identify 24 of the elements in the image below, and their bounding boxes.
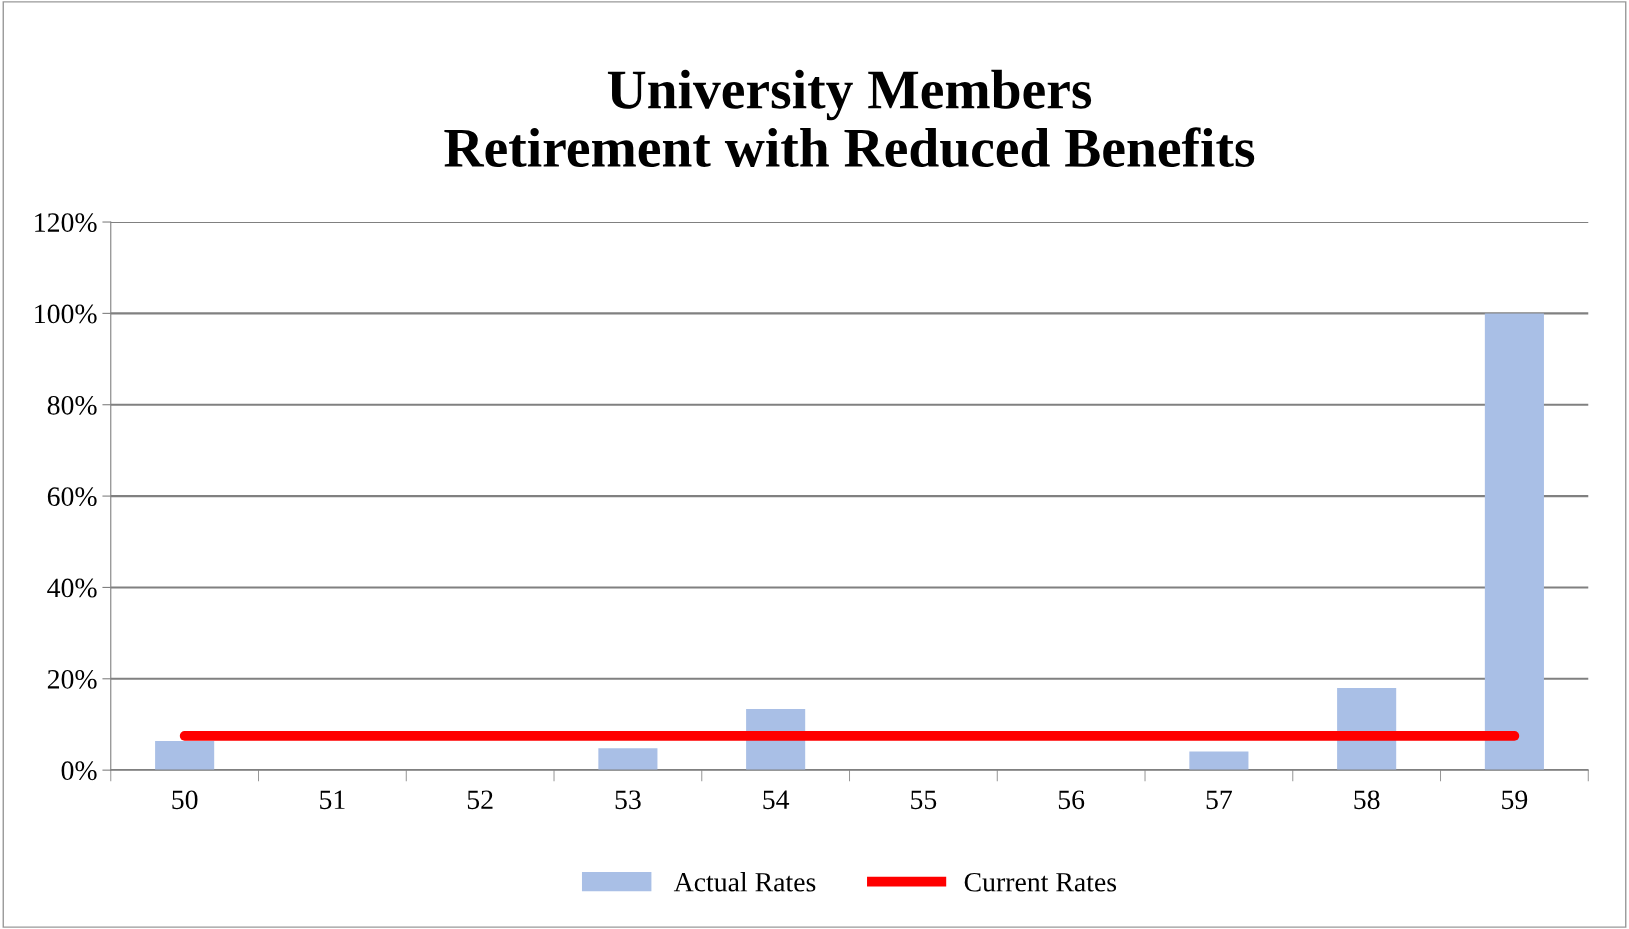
bar (155, 740, 215, 771)
x-tick-label: 56 (1058, 790, 1085, 810)
legend-label: Current Rates (964, 872, 1117, 892)
y-tick-label: 20% (47, 669, 97, 689)
y-tick-label: 80% (47, 395, 97, 415)
x-tick-label: 54 (763, 790, 790, 810)
y-tick-label: 120% (35, 213, 97, 233)
y-tick-label: 0% (61, 761, 97, 781)
bar (1189, 751, 1249, 771)
legend-label: Actual Rates (673, 872, 816, 892)
y-tick-label: 40% (47, 578, 97, 598)
x-tick-label: 58 (1354, 790, 1380, 810)
x-tick-label: 50 (172, 790, 198, 810)
bar (1484, 313, 1544, 771)
y-tick-label: 60% (47, 487, 97, 507)
chart-title: University Members Retirement with Reduced Benefits (444, 69, 1255, 168)
x-tick-label: 53 (615, 790, 641, 810)
bar (598, 748, 658, 771)
x-tick-label: 57 (1206, 790, 1232, 810)
x-tick-label: 51 (320, 790, 345, 810)
y-tick-label: 100% (35, 304, 97, 324)
x-tick-label: 52 (467, 790, 493, 810)
x-tick-label: 55 (911, 790, 937, 810)
x-tick-label: 59 (1502, 790, 1528, 810)
